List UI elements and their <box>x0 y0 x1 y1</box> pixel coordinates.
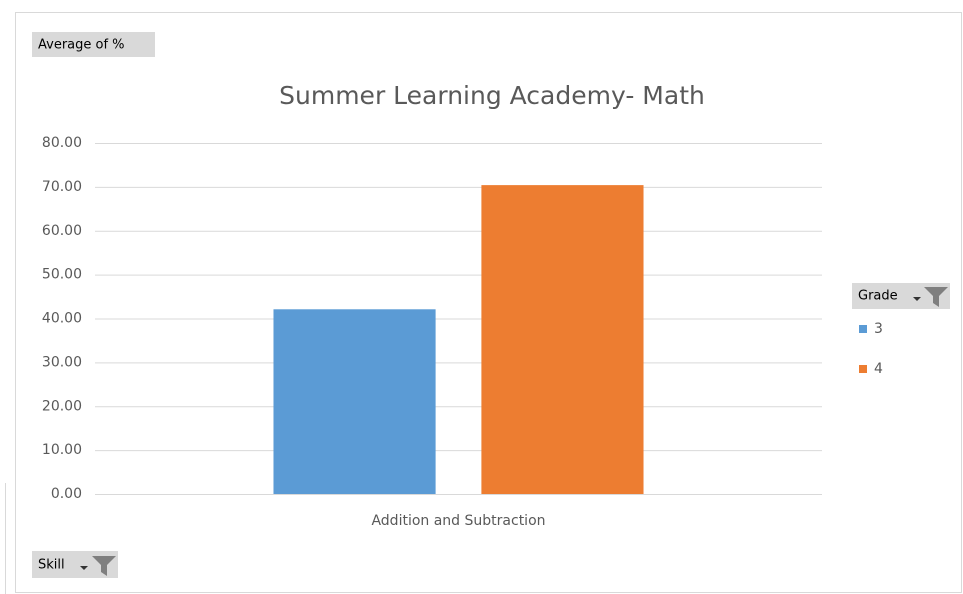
y-tick-label: 40.00 <box>42 311 82 327</box>
bar <box>481 185 644 494</box>
legend-swatch <box>859 325 867 333</box>
dropdown-icon <box>80 566 88 570</box>
axis-field-button[interactable]: Skill <box>32 551 118 578</box>
legend-field-button[interactable]: Grade <box>852 283 950 309</box>
y-tick-label: 50.00 <box>42 267 82 283</box>
x-tick-label: Addition and Subtraction <box>371 513 545 529</box>
button-label: Skill <box>38 558 65 573</box>
bar <box>273 309 436 494</box>
button-bg <box>32 32 155 57</box>
filter-icon <box>92 556 116 576</box>
y-tick-label: 60.00 <box>42 223 82 239</box>
y-tick-label: 0.00 <box>51 486 82 502</box>
button-label: Grade <box>858 289 898 304</box>
button-label: Average of % <box>38 38 125 53</box>
y-tick-label: 10.00 <box>42 442 82 458</box>
chart-title: Summer Learning Academy- Math <box>279 81 705 110</box>
dropdown-icon <box>913 297 921 301</box>
y-tick-label: 70.00 <box>42 179 82 195</box>
filter-icon <box>924 287 948 307</box>
legend-swatch <box>859 365 867 373</box>
value-field-button[interactable]: Average of % <box>32 32 155 57</box>
y-tick-label: 30.00 <box>42 354 82 370</box>
y-tick-label: 80.00 <box>42 135 82 151</box>
y-tick-label: 20.00 <box>42 398 82 414</box>
legend-label: 4 <box>874 361 883 377</box>
legend-label: 3 <box>874 321 883 337</box>
